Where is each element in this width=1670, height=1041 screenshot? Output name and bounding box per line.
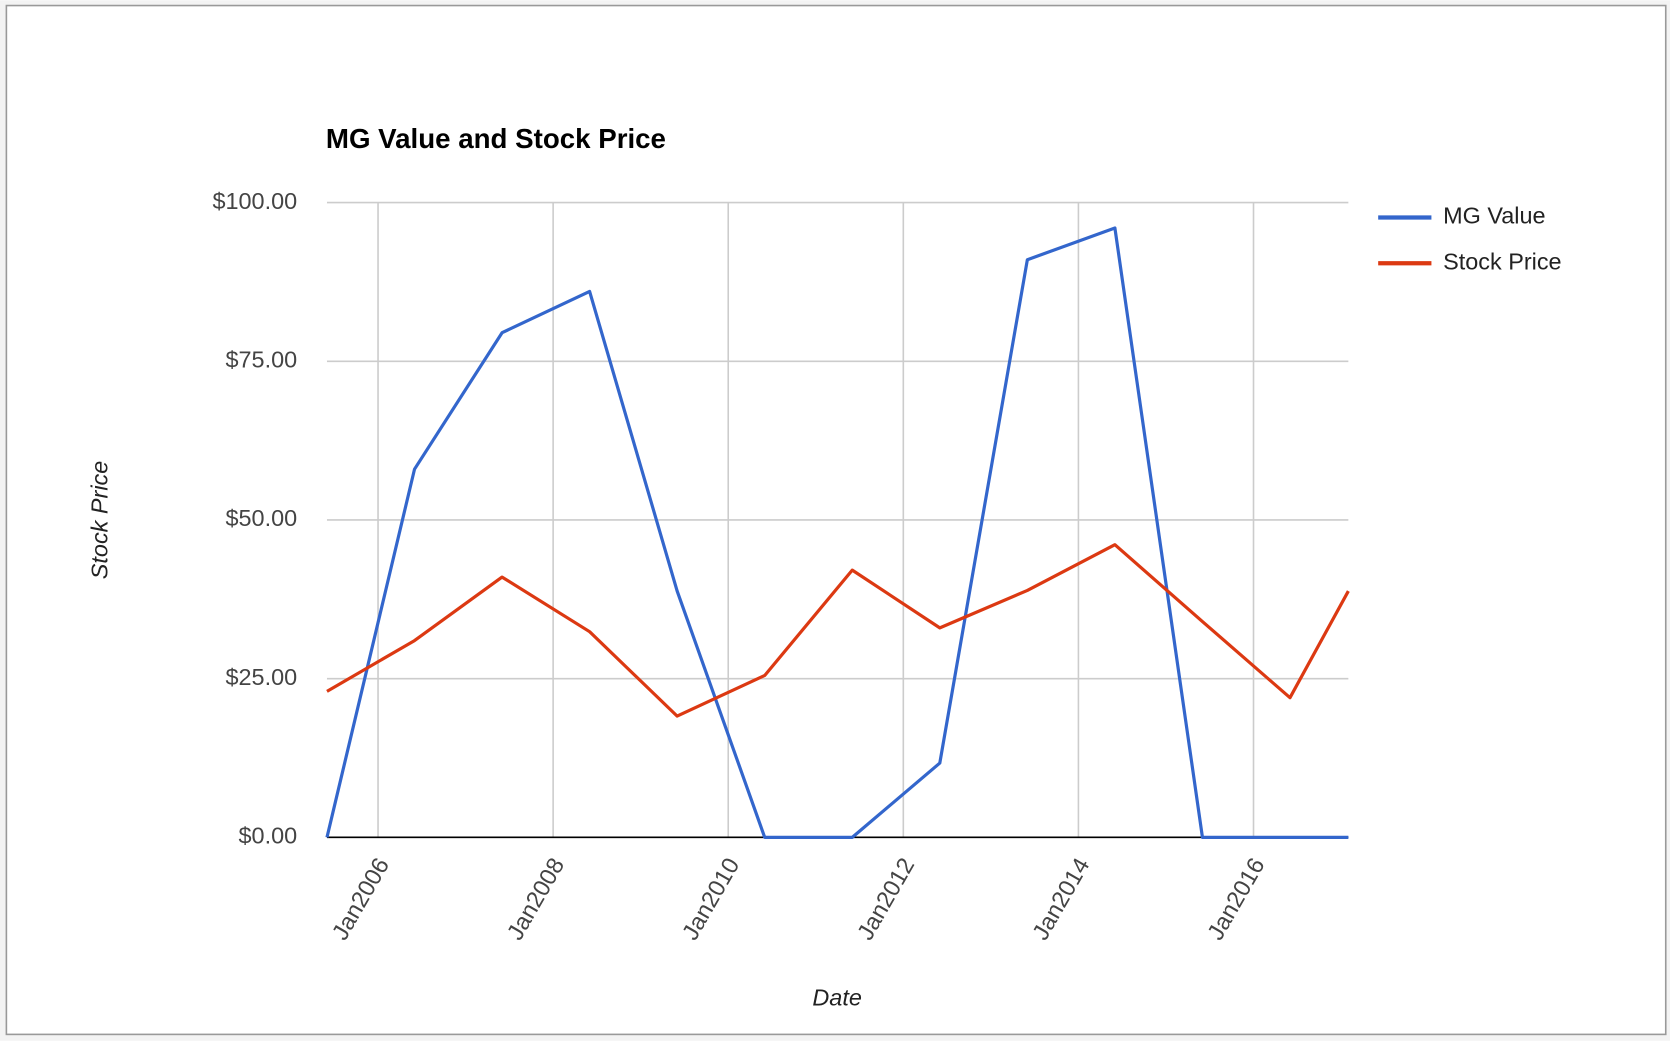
y-tick-label: $75.00 xyxy=(226,346,298,372)
y-axis-label: Stock Price xyxy=(86,461,112,579)
series-line xyxy=(326,543,1350,718)
chart-title: MG Value and Stock Price xyxy=(326,123,666,154)
x-axis-label: Date xyxy=(812,984,861,1010)
y-tick-label: $25.00 xyxy=(226,664,298,690)
y-tick-label: $100.00 xyxy=(212,188,297,214)
y-tick-label: $50.00 xyxy=(226,505,298,531)
y-tick-label: $0.00 xyxy=(239,823,298,849)
legend-label: Stock Price xyxy=(1443,248,1561,274)
legend-label: MG Value xyxy=(1443,203,1545,229)
series-line xyxy=(325,226,1349,839)
